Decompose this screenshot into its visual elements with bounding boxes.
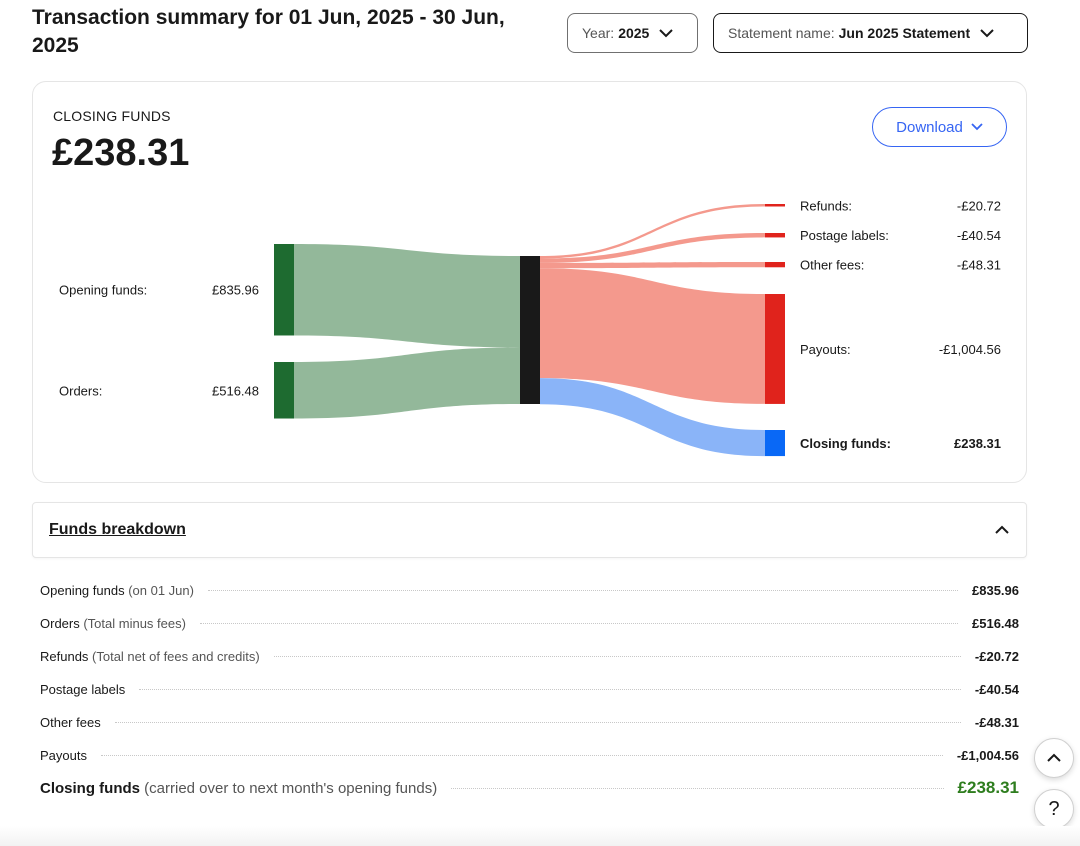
funds-breakdown-title: Funds breakdown (49, 521, 186, 538)
breakdown-row-opening: Opening funds (on 01 Jun) £835.96 (40, 580, 1019, 600)
chevron-down-icon (659, 29, 674, 38)
breakdown-row-orders: Orders (Total minus fees) £516.48 (40, 613, 1019, 633)
dotted-leader (139, 688, 961, 690)
sankey-label-output: Other fees: (800, 258, 864, 273)
breakdown-row-label: Closing funds (carried over to next mont… (40, 779, 438, 797)
sankey-node-output (765, 262, 785, 268)
sankey-node-output (765, 233, 785, 238)
breakdown-row-value: -£1,004.56 (956, 747, 1019, 763)
breakdown-row-value: £238.31 (957, 778, 1019, 797)
sankey-value-input: £516.48 (212, 383, 259, 398)
funds-breakdown-toggle[interactable]: Funds breakdown (32, 502, 1027, 558)
chevron-up-icon (1047, 753, 1061, 762)
download-button[interactable]: Download (872, 107, 1007, 147)
sankey-node-input (274, 362, 294, 419)
dotted-leader (451, 787, 944, 789)
breakdown-row-label: Orders (Total minus fees) (40, 615, 186, 631)
sankey-node-center (520, 256, 540, 404)
breakdown-row-payouts: Payouts -£1,004.56 (40, 745, 1019, 765)
sankey-value-input: £835.96 (212, 283, 259, 298)
statement-select-label: Statement name: (728, 25, 835, 41)
year-select-label: Year: (582, 25, 615, 41)
dotted-leader (100, 754, 943, 756)
sankey-node-output (765, 294, 785, 404)
breakdown-row-refunds: Refunds (Total net of fees and credits) … (40, 646, 1019, 666)
sankey-label-input: Orders: (59, 383, 102, 398)
breakdown-row-value: £835.96 (972, 582, 1019, 598)
breakdown-row-label: Refunds (Total net of fees and credits) (40, 648, 260, 664)
statement-select-value: Jun 2025 Statement (838, 25, 971, 41)
breakdown-row-value: -£20.72 (974, 648, 1019, 664)
sankey-label-output: Refunds: (800, 198, 852, 213)
help-button[interactable]: ? (1034, 789, 1074, 829)
breakdown-row-label: Opening funds (on 01 Jun) (40, 582, 194, 598)
sankey-label-output: Postage labels: (800, 228, 889, 243)
sankey-node-output (765, 430, 785, 457)
sankey-node-output (765, 204, 785, 207)
breakdown-row-value: -£40.54 (974, 681, 1019, 697)
chevron-up-icon (995, 525, 1009, 534)
sankey-value-output: -£20.72 (957, 198, 1001, 213)
breakdown-row-value: £516.48 (972, 615, 1019, 631)
breakdown-row-other-fees: Other fees -£48.31 (40, 712, 1019, 732)
year-select[interactable]: Year: 2025 (567, 13, 698, 53)
sankey-value-output: -£48.31 (957, 258, 1001, 273)
breakdown-row-postage: Postage labels -£40.54 (40, 679, 1019, 699)
page-title: Transaction summary for 01 Jun, 2025 - 3… (32, 6, 505, 57)
summary-card: CLOSING FUNDS £238.31 Download Opening f… (32, 81, 1027, 483)
sankey-flow-output (540, 262, 765, 269)
funds-sankey-chart: Opening funds: £835.96 Orders: £516.48 Refun… (59, 198, 1001, 457)
dotted-leader (273, 655, 961, 657)
sankey-label-output: Closing funds: (800, 436, 891, 451)
sankey-value-output: £238.31 (954, 436, 1001, 451)
scroll-to-top-button[interactable] (1034, 738, 1074, 778)
sankey-label-input: Opening funds: (59, 283, 147, 298)
help-icon: ? (1048, 797, 1060, 820)
sankey-flow-output (540, 378, 765, 457)
breakdown-row-value: -£48.31 (974, 714, 1019, 730)
breakdown-row-label: Payouts (40, 747, 87, 763)
page-bottom-shadow (0, 826, 1080, 846)
dotted-leader (207, 589, 958, 591)
sankey-flow-output (540, 268, 765, 404)
chevron-down-icon (971, 123, 983, 131)
breakdown-row-label: Other fees (40, 714, 101, 730)
sankey-flow-input (294, 244, 520, 348)
chevron-down-icon (980, 29, 994, 38)
dotted-leader (114, 721, 961, 723)
sankey-flow-output (540, 233, 765, 263)
statement-select[interactable]: Statement name: Jun 2025 Statement (713, 13, 1028, 53)
sankey-value-output: -£40.54 (957, 228, 1001, 243)
sankey-value-output: -£1,004.56 (939, 342, 1001, 357)
dotted-leader (199, 622, 958, 624)
sankey-label-output: Payouts: (800, 342, 851, 357)
year-select-value: 2025 (618, 25, 650, 41)
breakdown-row-label: Postage labels (40, 681, 126, 697)
sankey-flow-input (294, 347, 520, 419)
download-button-label: Download (896, 118, 963, 136)
sankey-flow-output (540, 204, 765, 259)
closing-funds-amount: £238.31 (52, 132, 190, 174)
closing-funds-label: CLOSING FUNDS (53, 108, 171, 124)
sankey-node-input (274, 244, 294, 336)
breakdown-row-closing: Closing funds (carried over to next mont… (40, 778, 1019, 798)
